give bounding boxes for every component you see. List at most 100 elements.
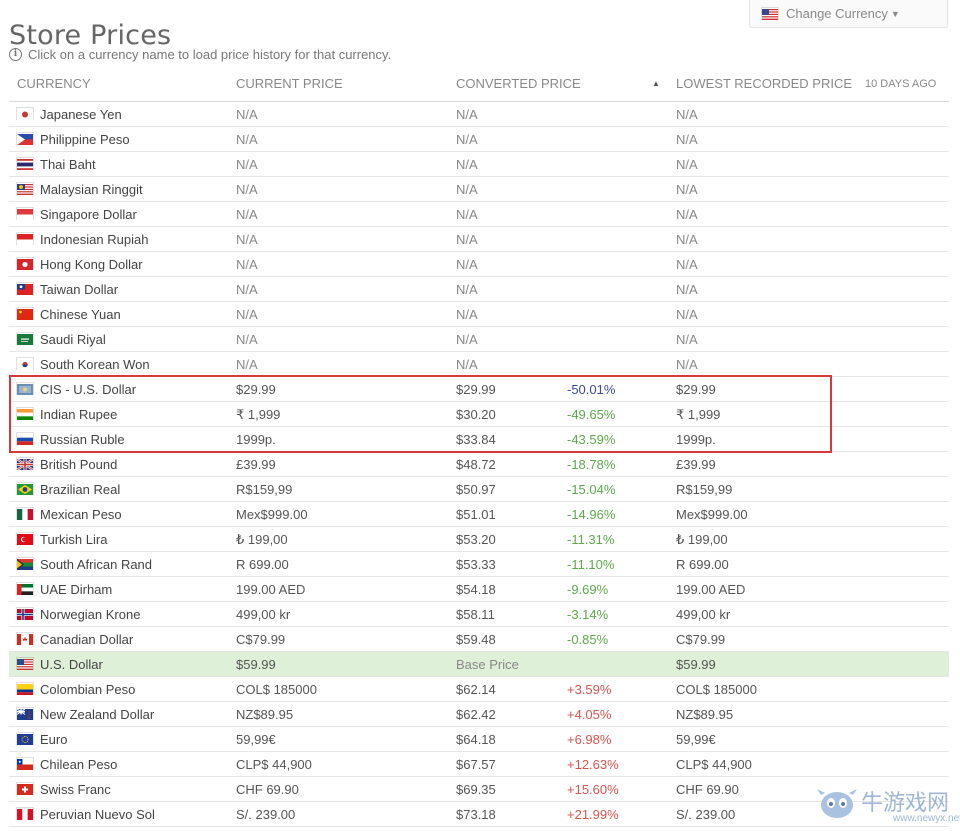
table-row[interactable]: Mexican Peso Mex$999.00 $51.01 -14.96% Mex$9… (9, 502, 949, 527)
table-row[interactable]: Peruvian Nuevo Sol S/. 239.00 $73.18 +21.99… (9, 802, 949, 827)
caret-down-icon: ▼ (890, 8, 900, 19)
table-row[interactable]: UAE Dirham 199.00 AED $54.18 -9.69% 199.00 A… (9, 577, 949, 602)
table-row[interactable]: Saudi Riyal N/A N/A N/A (9, 327, 949, 352)
lowest-recorded-price: $59.99 (676, 657, 716, 672)
header-current-price[interactable]: CURRENT PRICE (236, 76, 343, 91)
currency-name-link[interactable]: Norwegian Krone (40, 607, 141, 622)
converted-price: N/A (456, 257, 478, 272)
currency-name-link[interactable]: Swiss Franc (40, 782, 111, 797)
table-row[interactable]: Japanese Yen N/A N/A N/A (9, 102, 949, 127)
page-title: Store Prices (9, 20, 172, 52)
table-row[interactable]: CIS - U.S. Dollar $29.99 $29.99 -50.01% $29.… (9, 377, 949, 402)
currency-name-link[interactable]: Indonesian Rupiah (40, 232, 149, 247)
change-currency-label: Change Currency (786, 6, 888, 21)
table-row[interactable]: Thai Baht N/A N/A N/A (9, 152, 949, 177)
currency-name-link[interactable]: Saudi Riyal (40, 332, 106, 347)
currency-name-link[interactable]: Mexican Peso (40, 507, 122, 522)
table-row[interactable]: Indian Rupee ₹ 1,999 $30.20 -49.65% ₹ 1,999 (9, 402, 949, 427)
converted-price: $30.20 (456, 407, 496, 422)
table-row[interactable]: Russian Ruble 1999p. $33.84 -43.59% 1999p. (9, 427, 949, 452)
table-row[interactable]: Philippine Peso N/A N/A N/A (9, 127, 949, 152)
lowest-recorded-price: 499,00 kr (676, 607, 731, 622)
table-row[interactable]: South Korean Won N/A N/A N/A (9, 352, 949, 377)
currency-name-link[interactable]: South African Rand (40, 557, 153, 572)
currency-name-link[interactable]: Euro (40, 732, 68, 747)
converted-price: $58.11 (456, 607, 495, 622)
currency-name-link[interactable]: Russian Ruble (40, 432, 125, 447)
currency-name-link[interactable]: Indian Rupee (40, 407, 118, 422)
table-row[interactable]: Singapore Dollar N/A N/A N/A (9, 202, 949, 227)
currency-name-link[interactable]: Colombian Peso (40, 682, 136, 697)
currency-name-link[interactable]: Japanese Yen (40, 107, 122, 122)
table-row[interactable]: Malaysian Ringgit N/A N/A N/A (9, 177, 949, 202)
currency-name-link[interactable]: Thai Baht (40, 157, 96, 172)
table-row[interactable]: Euro 59,99€ $64.18 +6.98% 59,99€ (9, 727, 949, 752)
currency-name-link[interactable]: Canadian Dollar (40, 632, 134, 647)
table-row[interactable]: Canadian Dollar C$79.99 $59.48 -0.85% C$79.9… (9, 627, 949, 652)
table-row[interactable]: Swiss Franc CHF 69.90 $69.35 +15.60% CHF 69.… (9, 777, 949, 802)
converted-price: N/A (456, 332, 478, 347)
current-price: R$159,99 (236, 482, 293, 497)
price-difference-percent: -9.69% (567, 582, 609, 597)
converted-price: $59.48 (456, 632, 496, 647)
sort-ascending-icon[interactable]: ▲ (652, 79, 660, 88)
za-flag-icon (17, 558, 33, 570)
lowest-recorded-price: R 699.00 (676, 557, 729, 572)
table-row[interactable]: Colombian Peso COL$ 185000 $62.14 +3.59% COL… (9, 677, 949, 702)
no-flag-icon (17, 608, 33, 620)
table-row[interactable]: Indonesian Rupiah N/A N/A N/A (9, 227, 949, 252)
header-currency[interactable]: CURRENCY (17, 76, 91, 91)
co-flag-icon (17, 683, 33, 695)
currency-name-link[interactable]: Malaysian Ringgit (40, 182, 143, 197)
table-row[interactable]: Norwegian Krone 499,00 kr $58.11 -3.14% 499,… (9, 602, 949, 627)
converted-price: N/A (456, 107, 478, 122)
lowest-recorded-price: S/. 239.00 (676, 807, 736, 822)
table-row[interactable]: Turkish Lira ₺ 199,00 $53.20 -11.31% ₺ 199,0… (9, 527, 949, 552)
change-currency-button[interactable]: Change Currency ▼ (749, 0, 948, 28)
converted-price: $53.20 (456, 532, 496, 547)
table-row[interactable]: Brazilian Real R$159,99 $50.97 -15.04% R$159… (9, 477, 949, 502)
converted-price: N/A (456, 157, 478, 172)
converted-price: $64.18 (456, 732, 496, 747)
table-row[interactable]: Taiwan Dollar N/A N/A N/A (9, 277, 949, 302)
table-row[interactable]: Hong Kong Dollar N/A N/A N/A (9, 252, 949, 277)
converted-price: N/A (456, 232, 478, 247)
header-lowest-price[interactable]: LOWEST RECORDED PRICE (676, 76, 853, 91)
table-row[interactable]: Chinese Yuan N/A N/A N/A (9, 302, 949, 327)
currency-name-link[interactable]: Turkish Lira (40, 532, 108, 547)
current-price: Mex$999.00 (236, 507, 308, 522)
lowest-recorded-price: Mex$999.00 (676, 507, 748, 522)
currency-name-link[interactable]: South Korean Won (40, 357, 150, 372)
currency-name-link[interactable]: CIS - U.S. Dollar (40, 382, 137, 397)
currency-name-link[interactable]: Singapore Dollar (40, 207, 137, 222)
price-difference-percent: -18.78% (567, 457, 616, 472)
converted-price: $54.18 (456, 582, 496, 597)
table-row[interactable]: British Pound £39.99 $48.72 -18.78% £39.99 (9, 452, 949, 477)
currency-name-link[interactable]: U.S. Dollar (40, 657, 103, 672)
currency-name-link[interactable]: British Pound (40, 457, 118, 472)
price-difference-percent: -3.14% (567, 607, 609, 622)
ae-flag-icon (17, 583, 33, 595)
current-price: 1999p. (236, 432, 276, 447)
header-converted-price[interactable]: CONVERTED PRICE (456, 76, 581, 91)
lowest-recorded-price: N/A (676, 182, 698, 197)
gb-flag-icon (16, 458, 34, 471)
currency-name-link[interactable]: Chinese Yuan (40, 307, 121, 322)
table-row[interactable]: Chilean Peso CLP$ 44,900 $67.57 +12.63% CLP$… (9, 752, 949, 777)
currency-name-link[interactable]: Hong Kong Dollar (40, 257, 143, 272)
cis-flag-icon (17, 383, 33, 395)
currency-name-link[interactable]: Philippine Peso (40, 132, 130, 147)
currency-name-link[interactable]: Chilean Peso (40, 757, 118, 772)
header-age: 10 DAYS AGO (865, 78, 937, 90)
lowest-recorded-price: N/A (676, 332, 698, 347)
lowest-recorded-price: N/A (676, 232, 698, 247)
current-price: N/A (236, 207, 258, 222)
currency-name-link[interactable]: Brazilian Real (40, 482, 121, 497)
currency-name-link[interactable]: Peruvian Nuevo Sol (40, 807, 155, 822)
table-row[interactable]: U.S. Dollar $59.99 Base Price $59.99 (9, 652, 949, 677)
table-row[interactable]: South African Rand R 699.00 $53.33 -11.10% R… (9, 552, 949, 577)
currency-name-link[interactable]: Taiwan Dollar (40, 282, 119, 297)
currency-name-link[interactable]: New Zealand Dollar (40, 707, 155, 722)
currency-name-link[interactable]: UAE Dirham (40, 582, 113, 597)
table-row[interactable]: New Zealand Dollar NZ$89.95 $62.42 +4.05% NZ… (9, 702, 949, 727)
